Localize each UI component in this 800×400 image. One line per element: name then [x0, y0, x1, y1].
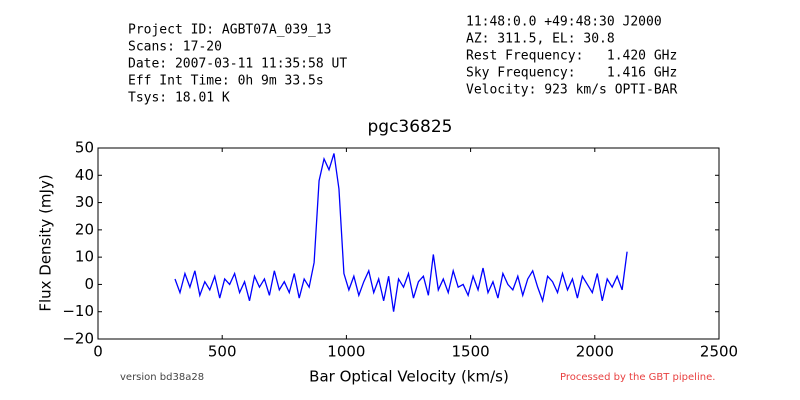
- x-tick-label: 2500: [700, 343, 738, 361]
- x-tick-label: 2000: [576, 343, 614, 361]
- spectrum-line: [174, 153, 628, 312]
- info-line: AZ: 311.5, EL: 30.8: [466, 32, 615, 47]
- y-tick-label: 20: [75, 220, 94, 238]
- y-tick-label: −10: [62, 302, 94, 320]
- x-tick-label: 0: [93, 343, 103, 361]
- info-line: Tsys: 18.01 K: [128, 91, 230, 106]
- x-tick-label: 1000: [327, 343, 365, 361]
- info-line: 11:48:0.0 +49:48:30 J2000: [466, 15, 662, 30]
- pipeline-note: Processed by the GBT pipeline.: [560, 372, 715, 383]
- x-tick-label: 500: [208, 343, 237, 361]
- y-tick-label: 30: [75, 193, 94, 211]
- y-tick-label: 0: [84, 275, 94, 293]
- y-axis-label: Flux Density (mJy): [37, 174, 55, 311]
- info-line: Date: 2007-03-11 11:35:58 UT: [128, 57, 347, 72]
- version-note: version bd38a28: [120, 372, 204, 383]
- info-line: Scans: 17-20: [128, 40, 222, 55]
- chart-title: pgc36825: [367, 117, 452, 137]
- y-tick-label: 10: [75, 248, 94, 266]
- info-line: Velocity: 923 km/s OPTI-BAR: [466, 83, 677, 98]
- plot-frame: [97, 147, 720, 340]
- y-tick-label: 50: [75, 139, 94, 157]
- info-line: Sky Frequency: 1.416 GHz: [466, 66, 677, 81]
- info-line: Eff Int Time: 0h 9m 33.5s: [128, 74, 324, 89]
- info-line: Rest Frequency: 1.420 GHz: [466, 49, 677, 64]
- x-axis-label: Bar Optical Velocity (km/s): [309, 368, 509, 386]
- x-tick-label: 1500: [452, 343, 490, 361]
- y-tick-label: 40: [75, 166, 94, 184]
- info-line: Project ID: AGBT07A_039_13: [128, 23, 332, 38]
- y-tick-label: −20: [62, 330, 94, 348]
